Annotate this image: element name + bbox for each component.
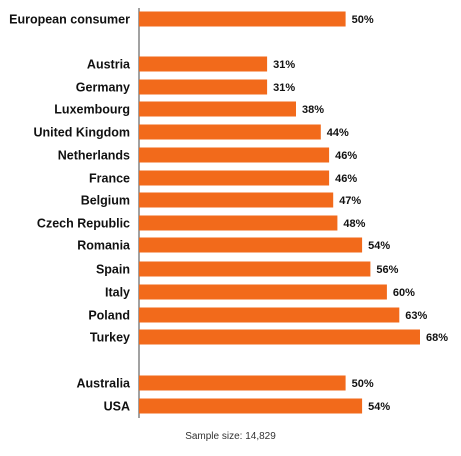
value-label: 46% <box>335 173 357 185</box>
bar-italy <box>139 284 387 300</box>
bar-romania <box>139 237 363 253</box>
category-label: European consumer <box>9 13 130 27</box>
value-label: 48% <box>343 218 365 230</box>
category-label: Australia <box>77 377 132 391</box>
category-label: France <box>89 172 130 186</box>
value-label: 44% <box>327 127 349 139</box>
value-label: 54% <box>368 401 390 413</box>
bar-germany <box>139 79 268 95</box>
category-label: Italy <box>105 286 130 300</box>
bar-austria <box>139 56 268 72</box>
category-label: USA <box>104 400 130 414</box>
bar-poland <box>139 307 400 323</box>
bar-luxembourg <box>139 101 296 117</box>
bar-belgium <box>139 192 334 208</box>
category-label: Belgium <box>81 194 130 208</box>
category-label: Luxembourg <box>54 103 130 117</box>
bar-netherlands <box>139 147 330 163</box>
value-label: 47% <box>339 195 361 207</box>
category-labels-group: European consumer Austria Germany Luxembour… <box>9 13 131 414</box>
category-label: United Kingdom <box>33 126 130 140</box>
value-labels-group: 50%31%31%38%44%46%46%47%48%54%56%60%63%6… <box>273 14 448 413</box>
category-label: Romania <box>77 239 131 253</box>
value-label: 38% <box>302 104 324 116</box>
value-label: 63% <box>405 310 427 322</box>
bar-australia <box>139 375 346 391</box>
bar-spain <box>139 261 371 277</box>
bar-france <box>139 170 330 186</box>
category-label: Turkey <box>90 331 130 345</box>
value-label: 54% <box>368 240 390 252</box>
value-label: 50% <box>352 378 374 390</box>
value-label: 50% <box>352 14 374 26</box>
category-label: Netherlands <box>58 149 130 163</box>
bar-czech-republic <box>139 215 338 231</box>
value-label: 31% <box>273 82 295 94</box>
bar-usa <box>139 398 363 414</box>
category-label: Spain <box>96 263 130 277</box>
value-label: 60% <box>393 287 415 299</box>
sample-size-note: Sample size: 14,829 <box>185 431 276 442</box>
category-label: Czech Republic <box>37 217 130 231</box>
category-label: Germany <box>76 81 130 95</box>
bar-turkey <box>139 329 420 345</box>
bars-group <box>139 11 420 414</box>
value-label: 68% <box>426 332 448 344</box>
category-label: Austria <box>87 58 131 72</box>
bar-european-consumer <box>139 11 346 27</box>
category-label: Poland <box>88 309 130 323</box>
bar-united-kingdom <box>139 124 321 140</box>
value-label: 31% <box>273 59 295 71</box>
value-label: 46% <box>335 150 357 162</box>
value-label: 56% <box>376 264 398 276</box>
